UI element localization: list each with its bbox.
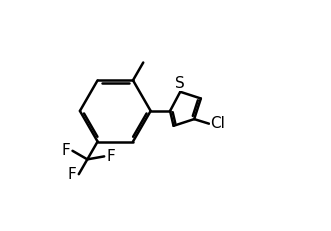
Text: F: F: [62, 143, 70, 158]
Text: F: F: [68, 167, 76, 182]
Text: F: F: [107, 149, 115, 164]
Text: Cl: Cl: [210, 116, 225, 131]
Text: S: S: [175, 76, 185, 91]
